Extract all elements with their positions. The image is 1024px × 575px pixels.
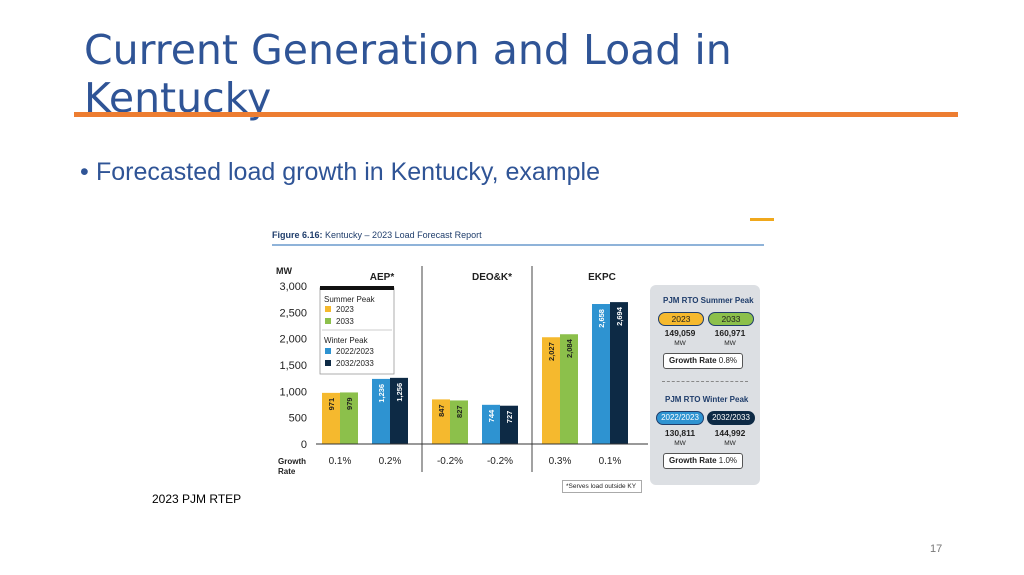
summer-growth-label: Growth Rate	[669, 356, 717, 365]
bar	[500, 405, 518, 444]
bar-value-label: 827	[455, 405, 464, 418]
bar	[322, 392, 340, 444]
summer-2023-pill: 2023	[658, 312, 704, 326]
winter-2022-2023-unit: MW	[674, 440, 686, 447]
bullet-text: Forecasted load growth in Kentucky, exam…	[96, 158, 600, 186]
legend-swatch-2032-2033	[325, 360, 331, 366]
legend-box	[319, 287, 395, 375]
category-label: EKPC	[588, 272, 616, 283]
growth-rate-winter: -0.2%	[487, 456, 513, 467]
bar-value-label: 2,027	[547, 342, 556, 361]
winter-2032-2033-unit: MW	[724, 440, 736, 447]
y-tick-label: 500	[289, 413, 307, 425]
figure-caption-text: Kentucky – 2023 Load Forecast Report	[325, 230, 482, 240]
figure-caption: Figure 6.16: Kentucky – 2023 Load Foreca…	[272, 230, 482, 240]
legend-winter-title: Winter Peak	[324, 336, 369, 345]
legend-label-2032-2033: 2032/2033	[336, 359, 374, 368]
bar-value-label: 1,256	[395, 383, 404, 402]
growth-row-label: Growth	[278, 457, 306, 466]
bar	[372, 378, 390, 444]
y-tick-label: 3,000	[279, 281, 307, 293]
figure-caption-rule	[272, 244, 764, 246]
legend-header-bar	[320, 286, 394, 290]
category-dividers	[421, 266, 533, 472]
winter-2032-2033-value: 144,992	[714, 428, 746, 438]
pjm-rto-summary-panel: PJM RTO Summer Peak 2023 2033 149,059 16…	[650, 285, 760, 485]
growth-rate-winter: 0.2%	[379, 456, 402, 467]
legend-label-2023: 2023	[336, 305, 354, 314]
summer-growth-value: 0.8%	[718, 356, 738, 365]
category-label: AEP*	[370, 272, 395, 283]
page-number: 17	[930, 543, 943, 555]
panel-separator	[662, 381, 748, 382]
bar-value-label: 1,236	[377, 384, 386, 403]
summer-2033-pill: 2033	[708, 312, 754, 326]
bar	[390, 377, 408, 444]
bar-value-label: 2,658	[597, 309, 606, 328]
legend-swatch-2023	[325, 306, 331, 312]
growth-rate-summer: 0.1%	[329, 456, 352, 467]
bar-value-label: 727	[505, 411, 514, 424]
growth-rate-summer: -0.2%	[437, 456, 463, 467]
summer-2033-value: 160,971	[714, 328, 746, 338]
chart-legend: Summer Peak 2023 2033 Winter Peak 2022/2…	[319, 286, 395, 375]
legend-swatch-2033	[325, 318, 331, 324]
winter-2022-2023-pill: 2022/2023	[656, 411, 704, 425]
category-label: DEO&K*	[472, 272, 512, 283]
growth-rate-winter: 0.1%	[599, 456, 622, 467]
winter-peak-title: PJM RTO Winter Peak	[665, 395, 749, 404]
bar-value-label: 847	[437, 404, 446, 417]
summer-2033-unit: MW	[724, 340, 736, 347]
y-axis-label: MW	[276, 266, 292, 276]
growth-rate-summer: 0.3%	[549, 456, 572, 467]
source-note: 2023 PJM RTEP	[152, 492, 242, 506]
summer-2023-value: 149,059	[664, 328, 696, 338]
bar-value-label: 979	[345, 397, 354, 410]
y-tick-label: 2,500	[279, 307, 307, 319]
bullet-item: • Forecasted load growth in Kentucky, exa…	[80, 158, 600, 187]
bar-value-label: 2,084	[565, 338, 574, 358]
summer-2023-unit: MW	[674, 340, 686, 347]
bar	[482, 404, 500, 444]
y-tick-label: 1,500	[279, 360, 307, 372]
footnote-text: *Serves load outside KY	[566, 483, 637, 490]
figure-caption-number: Figure 6.16:	[272, 230, 323, 240]
bar-value-label: 744	[487, 409, 496, 422]
figure-accent-mark	[750, 218, 774, 221]
bar	[450, 400, 468, 444]
footnote-box: *Serves load outside KY	[562, 480, 642, 493]
slide-title: Current Generation and Load in Kentucky	[84, 26, 732, 122]
y-tick-label: 2,000	[279, 334, 307, 346]
bar-value-label: 971	[327, 398, 336, 411]
bar	[432, 399, 450, 444]
bar	[610, 302, 628, 444]
y-tick-label: 1,000	[279, 386, 307, 398]
legend-label-2022-2023: 2022/2023	[336, 347, 374, 356]
bars: 971 979 1,236 1,256 847 827 744 727 2,027 2,084 2,…	[322, 302, 628, 444]
bar	[542, 337, 560, 444]
winter-2032-2033-pill: 2032/2033	[707, 411, 755, 425]
winter-growth-box: Growth Rate 1.0%	[663, 453, 743, 469]
growth-row-label-cont: Rate	[278, 467, 296, 476]
winter-growth-value: 1.0%	[718, 456, 738, 465]
summer-growth-box: Growth Rate 0.8%	[663, 353, 743, 369]
bullet-dot: •	[80, 158, 89, 186]
legend-summer-title: Summer Peak	[324, 295, 376, 304]
bar	[560, 334, 578, 444]
bar	[340, 392, 358, 444]
y-axis-ticks: 0 500 1,000 1,500 2,000 2,500 3,000	[279, 281, 307, 451]
winter-growth-label: Growth Rate	[669, 456, 717, 465]
winter-2022-2023-value: 130,811	[664, 428, 696, 438]
legend-swatch-2022-2023	[325, 348, 331, 354]
legend-label-2033: 2033	[336, 317, 354, 326]
load-forecast-chart: MW 0 500 1,000 1,500 2,000 2,500 3,000 AEP* DEO…	[276, 266, 648, 476]
bar-value-label: 2,694	[615, 306, 624, 326]
category-labels: AEP* DEO&K* EKPC	[370, 272, 616, 283]
bar	[592, 304, 610, 444]
y-tick-label: 0	[301, 439, 307, 451]
summer-peak-title: PJM RTO Summer Peak	[663, 296, 754, 305]
title-underline	[74, 112, 958, 117]
